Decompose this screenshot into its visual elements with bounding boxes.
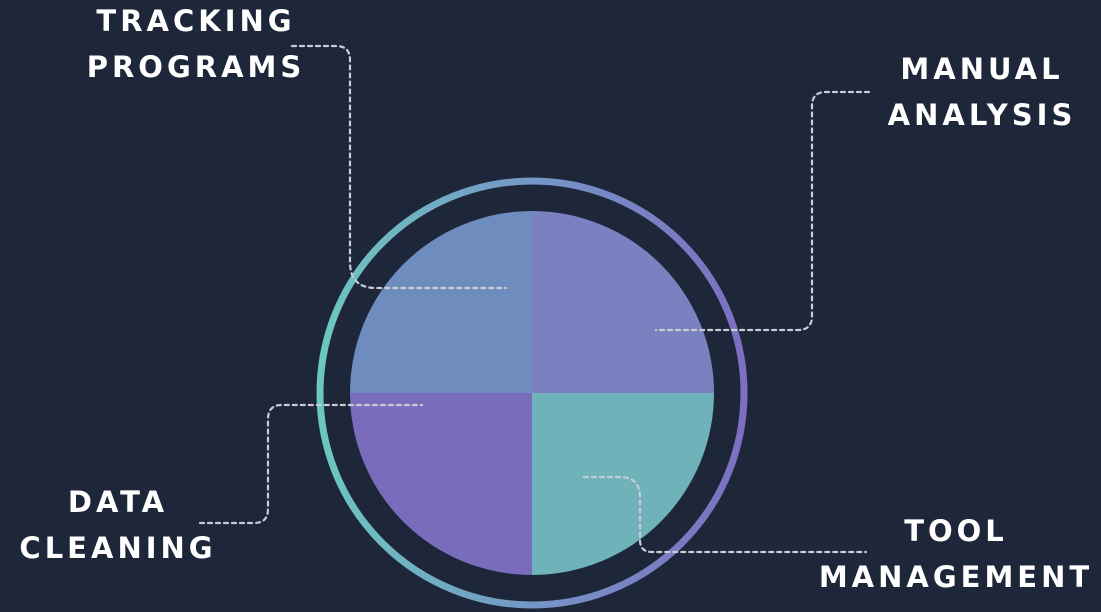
connector-manual-analysis bbox=[654, 90, 871, 332]
outer-ring bbox=[316, 177, 748, 609]
label-data-line1: DATA bbox=[67, 485, 169, 519]
label-manual-line1: MANUAL bbox=[900, 52, 1064, 86]
connector-tracking-programs bbox=[290, 44, 508, 290]
label-tool-line2: MANAGEMENT bbox=[818, 560, 1094, 594]
quadrant-data-cleaning bbox=[350, 393, 532, 575]
quadrant-tool-management bbox=[532, 393, 714, 575]
connector-data-cleaning bbox=[198, 403, 424, 525]
connector-tool-management bbox=[582, 475, 868, 554]
label-manual-analysis: MANUAL ANALYSIS bbox=[872, 46, 1092, 138]
label-data-cleaning: DATA CLEANING bbox=[8, 479, 228, 571]
label-tracking-line2: PROGRAMS bbox=[86, 50, 306, 84]
quadrant-tracking-programs bbox=[350, 211, 532, 393]
label-tool-line1: TOOL bbox=[904, 514, 1008, 548]
quadrant-manual-analysis bbox=[532, 211, 714, 393]
label-tracking-programs: TRACKING PROGRAMS bbox=[78, 0, 314, 90]
label-manual-line2: ANALYSIS bbox=[887, 98, 1077, 132]
label-tracking-line1: TRACKING bbox=[96, 4, 296, 38]
label-tool-management: TOOL MANAGEMENT bbox=[806, 508, 1101, 600]
label-data-line2: CLEANING bbox=[19, 531, 217, 565]
